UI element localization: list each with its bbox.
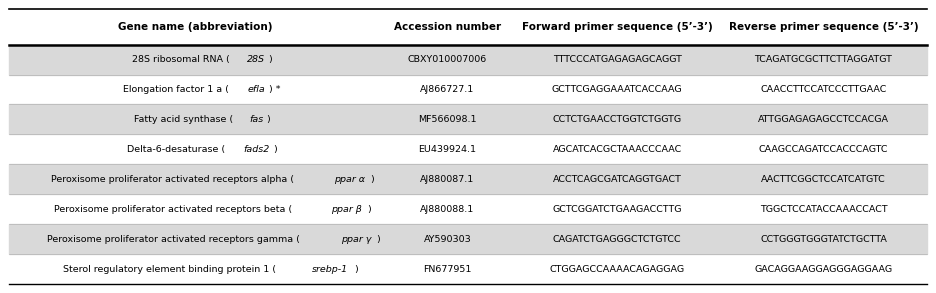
Text: ): ) [354,265,358,274]
Bar [9,224,927,254]
Text: CBXY010007006: CBXY010007006 [408,55,487,64]
Text: AJ880087.1: AJ880087.1 [420,175,475,184]
Text: Forward primer sequence (5’-3’): Forward primer sequence (5’-3’) [521,22,712,32]
Text: GCTCGGATCTGAAGACCTTG: GCTCGGATCTGAAGACCTTG [552,205,681,214]
Text: Peroxisome proliferator activated receptors gamma (: Peroxisome proliferator activated recept… [47,235,300,244]
Text: Gene name (abbreviation): Gene name (abbreviation) [118,22,272,32]
Text: ): ) [376,235,380,244]
Text: CAACCTTCCATCCCTTGAAC: CAACCTTCCATCCCTTGAAC [760,85,886,94]
Text: MF566098.1: MF566098.1 [418,115,476,124]
Text: ppar β: ppar β [331,205,361,214]
Text: ): ) [267,115,271,124]
Text: efla: efla [247,85,265,94]
Text: ) *: ) * [270,85,281,94]
Text: Delta-6-desaturase (: Delta-6-desaturase ( [126,145,225,154]
Text: ): ) [268,55,271,64]
Text: TCAGATGCGCTTCTTAGGATGT: TCAGATGCGCTTCTTAGGATGT [754,55,892,64]
Text: srebp-1: srebp-1 [312,265,348,274]
Text: ): ) [273,145,277,154]
Text: GCTTCGAGGAAATCACCAAG: GCTTCGAGGAAATCACCAAG [551,85,682,94]
Text: fads2: fads2 [242,145,270,154]
Text: ACCTCAGCGATCAGGTGACT: ACCTCAGCGATCAGGTGACT [552,175,681,184]
Text: ppar γ: ppar γ [341,235,371,244]
Text: Reverse primer sequence (5’-3’): Reverse primer sequence (5’-3’) [728,22,918,32]
Text: AGCATCACGCTAAACCCAAC: AGCATCACGCTAAACCCAAC [552,145,681,154]
Text: AJ880088.1: AJ880088.1 [420,205,475,214]
Text: TGGCTCCATACCAAACCACT: TGGCTCCATACCAAACCACT [760,205,887,214]
Text: AACTTCGGCTCCATCATGTC: AACTTCGGCTCCATCATGTC [761,175,885,184]
Text: CAGATCTGAGGGCTCTGTCC: CAGATCTGAGGGCTCTGTCC [553,235,681,244]
Text: CCTGGGTGGGTATCTGCTTA: CCTGGGTGGGTATCTGCTTA [760,235,887,244]
Text: ppar α: ppar α [334,175,365,184]
Text: Sterol regulatory element binding protein 1 (: Sterol regulatory element binding protei… [63,265,276,274]
Text: EU439924.1: EU439924.1 [418,145,476,154]
Text: Fatty acid synthase (: Fatty acid synthase ( [134,115,233,124]
Text: CCTCTGAACCTGGTCTGGTG: CCTCTGAACCTGGTCTGGTG [552,115,681,124]
Text: ATTGGAGAGAGCCTCCACGA: ATTGGAGAGAGCCTCCACGA [758,115,889,124]
Text: ): ) [367,205,371,214]
Text: AJ866727.1: AJ866727.1 [420,85,475,94]
Bar [9,45,927,74]
Text: Accession number: Accession number [394,22,501,32]
Text: CTGGAGCCAAAACAGAGGAG: CTGGAGCCAAAACAGAGGAG [549,265,684,274]
Bar [9,105,927,134]
Bar [9,164,927,194]
Text: FN677951: FN677951 [423,265,472,274]
Text: 28S ribosomal RNA (: 28S ribosomal RNA ( [132,55,230,64]
Text: CAAGCCAGATCCACCCAGTC: CAAGCCAGATCCACCCAGTC [759,145,888,154]
Text: 28S: 28S [247,55,265,64]
Text: TTTCCCATGAGAGAGCAGGT: TTTCCCATGAGAGAGCAGGT [552,55,681,64]
Text: Peroxisome proliferator activated receptors beta (: Peroxisome proliferator activated recept… [53,205,292,214]
Text: ): ) [370,175,373,184]
Text: AY590303: AY590303 [423,235,471,244]
Text: GACAGGAAGGAGGGAGGAAG: GACAGGAAGGAGGGAGGAAG [754,265,893,274]
Text: Peroxisome proliferator activated receptors alpha (: Peroxisome proliferator activated recept… [51,175,294,184]
Text: Elongation factor 1 a (: Elongation factor 1 a ( [124,85,229,94]
Text: fas: fas [250,115,264,124]
